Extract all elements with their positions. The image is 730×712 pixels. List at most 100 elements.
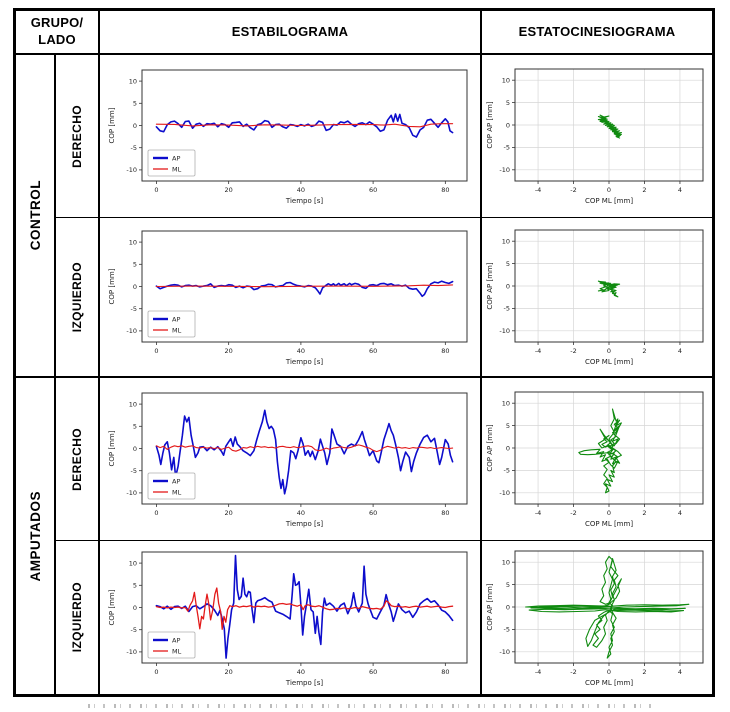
svg-text:-5: -5: [131, 144, 137, 152]
svg-text:40: 40: [297, 509, 305, 517]
svg-text:40: 40: [297, 186, 305, 194]
svg-text:-5: -5: [504, 144, 510, 152]
svg-text:-4: -4: [535, 186, 541, 194]
svg-text:-5: -5: [504, 625, 510, 633]
svg-text:0: 0: [506, 282, 510, 290]
svg-text:COP ML [mm]: COP ML [mm]: [585, 197, 633, 205]
svg-text:COP AP [mm]: COP AP [mm]: [486, 101, 494, 148]
svg-text:0: 0: [154, 668, 158, 676]
svg-text:40: 40: [297, 668, 305, 676]
svg-text:0: 0: [506, 121, 510, 129]
header-grupo-line2: LADO: [38, 32, 76, 47]
svg-text:40: 40: [297, 347, 305, 355]
svg-text:0: 0: [607, 668, 611, 676]
chart-cell-estabilograma-amputados-izquierdo: 0 20 40 60 80 -10 -5 0 5 10 Tiempo [s] COP [mm] AP ML: [100, 541, 482, 694]
svg-text:0: 0: [607, 509, 611, 517]
svg-text:0: 0: [154, 186, 158, 194]
svg-text:5: 5: [133, 100, 137, 108]
svg-text:2: 2: [642, 186, 646, 194]
svg-text:10: 10: [502, 400, 510, 408]
chart-cell-estatocinesiograma-control-izquierdo: -4 -2 0 2 4 -10 -5 0 5 10 COP ML [mm] COP AP [mm]: [482, 218, 712, 378]
svg-text:60: 60: [369, 186, 377, 194]
svg-text:-10: -10: [126, 166, 137, 174]
estabilograma-amputados-izquierdo-chart: 0 20 40 60 80 -10 -5 0 5 10 Tiempo [s] COP [mm] AP ML: [108, 551, 468, 687]
svg-text:4: 4: [678, 186, 682, 194]
svg-text:0: 0: [133, 283, 137, 291]
svg-text:4: 4: [678, 347, 682, 355]
svg-text:-5: -5: [131, 626, 137, 634]
svg-text:4: 4: [678, 509, 682, 517]
svg-text:COP AP [mm]: COP AP [mm]: [486, 262, 494, 309]
svg-text:0: 0: [506, 444, 510, 452]
svg-text:-2: -2: [570, 347, 576, 355]
svg-text:5: 5: [133, 423, 137, 431]
svg-text:20: 20: [225, 186, 233, 194]
svg-text:COP AP [mm]: COP AP [mm]: [486, 424, 494, 471]
svg-text:COP ML [mm]: COP ML [mm]: [585, 358, 633, 366]
svg-text:60: 60: [369, 668, 377, 676]
svg-text:-5: -5: [131, 305, 137, 313]
svg-text:0: 0: [607, 186, 611, 194]
header-grupo-line1: GRUPO/: [30, 15, 84, 31]
svg-text:ML: ML: [172, 488, 182, 496]
svg-text:ML: ML: [172, 647, 182, 655]
svg-text:-10: -10: [126, 327, 137, 335]
estabilograma-amputados-derecho-chart: 0 20 40 60 80 -10 -5 0 5 10 Tiempo [s] COP [mm] AP ML: [108, 392, 468, 528]
svg-text:Tiempo [s]: Tiempo [s]: [285, 679, 323, 687]
svg-text:5: 5: [506, 260, 510, 268]
estatocinesiograma-control-izquierdo-chart: -4 -2 0 2 4 -10 -5 0 5 10 COP ML [mm] COP AP [mm]: [486, 229, 704, 366]
side-label-amputados-derecho: DERECHO: [56, 378, 100, 541]
svg-text:Tiempo [s]: Tiempo [s]: [285, 358, 323, 366]
estatocinesiograma-amputados-izquierdo-chart: -4 -2 0 2 4 -10 -5 0 5 10 COP ML [mm] COP AP [mm]: [486, 550, 704, 687]
svg-text:-10: -10: [499, 166, 510, 174]
svg-text:5: 5: [506, 99, 510, 107]
comparison-table: GRUPO/ LADO ESTABILOGRAMA ESTATOCINESIOG…: [13, 8, 715, 697]
svg-text:60: 60: [369, 509, 377, 517]
svg-text:-4: -4: [535, 347, 541, 355]
svg-text:10: 10: [502, 558, 510, 566]
estabilograma-control-derecho-chart: 0 20 40 60 80 -10 -5 0 5 10 Tiempo [s] COP [mm] AP ML: [108, 69, 468, 205]
svg-text:AP: AP: [172, 154, 180, 162]
header-grupo-lado: GRUPO/ LADO: [16, 11, 100, 55]
svg-text:0: 0: [154, 509, 158, 517]
svg-text:-4: -4: [535, 668, 541, 676]
chart-cell-estatocinesiograma-amputados-izquierdo: -4 -2 0 2 4 -10 -5 0 5 10 COP ML [mm] COP AP [mm]: [482, 541, 712, 694]
svg-text:Tiempo [s]: Tiempo [s]: [285, 520, 323, 528]
svg-text:COP [mm]: COP [mm]: [108, 107, 116, 143]
svg-text:0: 0: [154, 347, 158, 355]
svg-text:0: 0: [506, 603, 510, 611]
svg-text:10: 10: [129, 238, 137, 246]
svg-text:20: 20: [225, 668, 233, 676]
svg-text:COP ML [mm]: COP ML [mm]: [585, 679, 633, 687]
svg-text:-2: -2: [570, 186, 576, 194]
header-estatocinesiograma: ESTATOCINESIOGRAMA: [482, 11, 712, 55]
svg-text:0: 0: [133, 603, 137, 611]
svg-text:-10: -10: [499, 648, 510, 656]
svg-text:5: 5: [506, 580, 510, 588]
svg-text:20: 20: [225, 509, 233, 517]
chart-cell-estatocinesiograma-amputados-derecho: -4 -2 0 2 4 -10 -5 0 5 10 COP ML [mm] COP AP [mm]: [482, 378, 712, 541]
header-estabilograma: ESTABILOGRAMA: [100, 11, 482, 55]
chart-cell-estabilograma-amputados-derecho: 0 20 40 60 80 -10 -5 0 5 10 Tiempo [s] COP [mm] AP ML: [100, 378, 482, 541]
svg-text:AP: AP: [172, 477, 180, 485]
svg-text:COP [mm]: COP [mm]: [108, 268, 116, 304]
group-label-control: CONTROL: [16, 55, 56, 378]
svg-text:AP: AP: [172, 636, 180, 644]
svg-text:80: 80: [441, 509, 449, 517]
side-label-control-izquierdo: IZQUIERDO: [56, 218, 100, 378]
svg-text:4: 4: [678, 668, 682, 676]
svg-text:ML: ML: [172, 326, 182, 334]
svg-text:10: 10: [502, 238, 510, 246]
cropped-caption-fragment: [88, 704, 654, 708]
estabilograma-control-izquierdo-chart: 0 20 40 60 80 -10 -5 0 5 10 Tiempo [s] COP [mm] AP ML: [108, 230, 468, 366]
svg-text:5: 5: [506, 422, 510, 430]
svg-text:-10: -10: [126, 648, 137, 656]
svg-text:80: 80: [441, 347, 449, 355]
chart-cell-estabilograma-control-izquierdo: 0 20 40 60 80 -10 -5 0 5 10 Tiempo [s] COP [mm] AP ML: [100, 218, 482, 378]
svg-text:-2: -2: [570, 509, 576, 517]
svg-text:2: 2: [642, 668, 646, 676]
svg-text:AP: AP: [172, 315, 180, 323]
svg-text:5: 5: [133, 261, 137, 269]
svg-text:5: 5: [133, 581, 137, 589]
